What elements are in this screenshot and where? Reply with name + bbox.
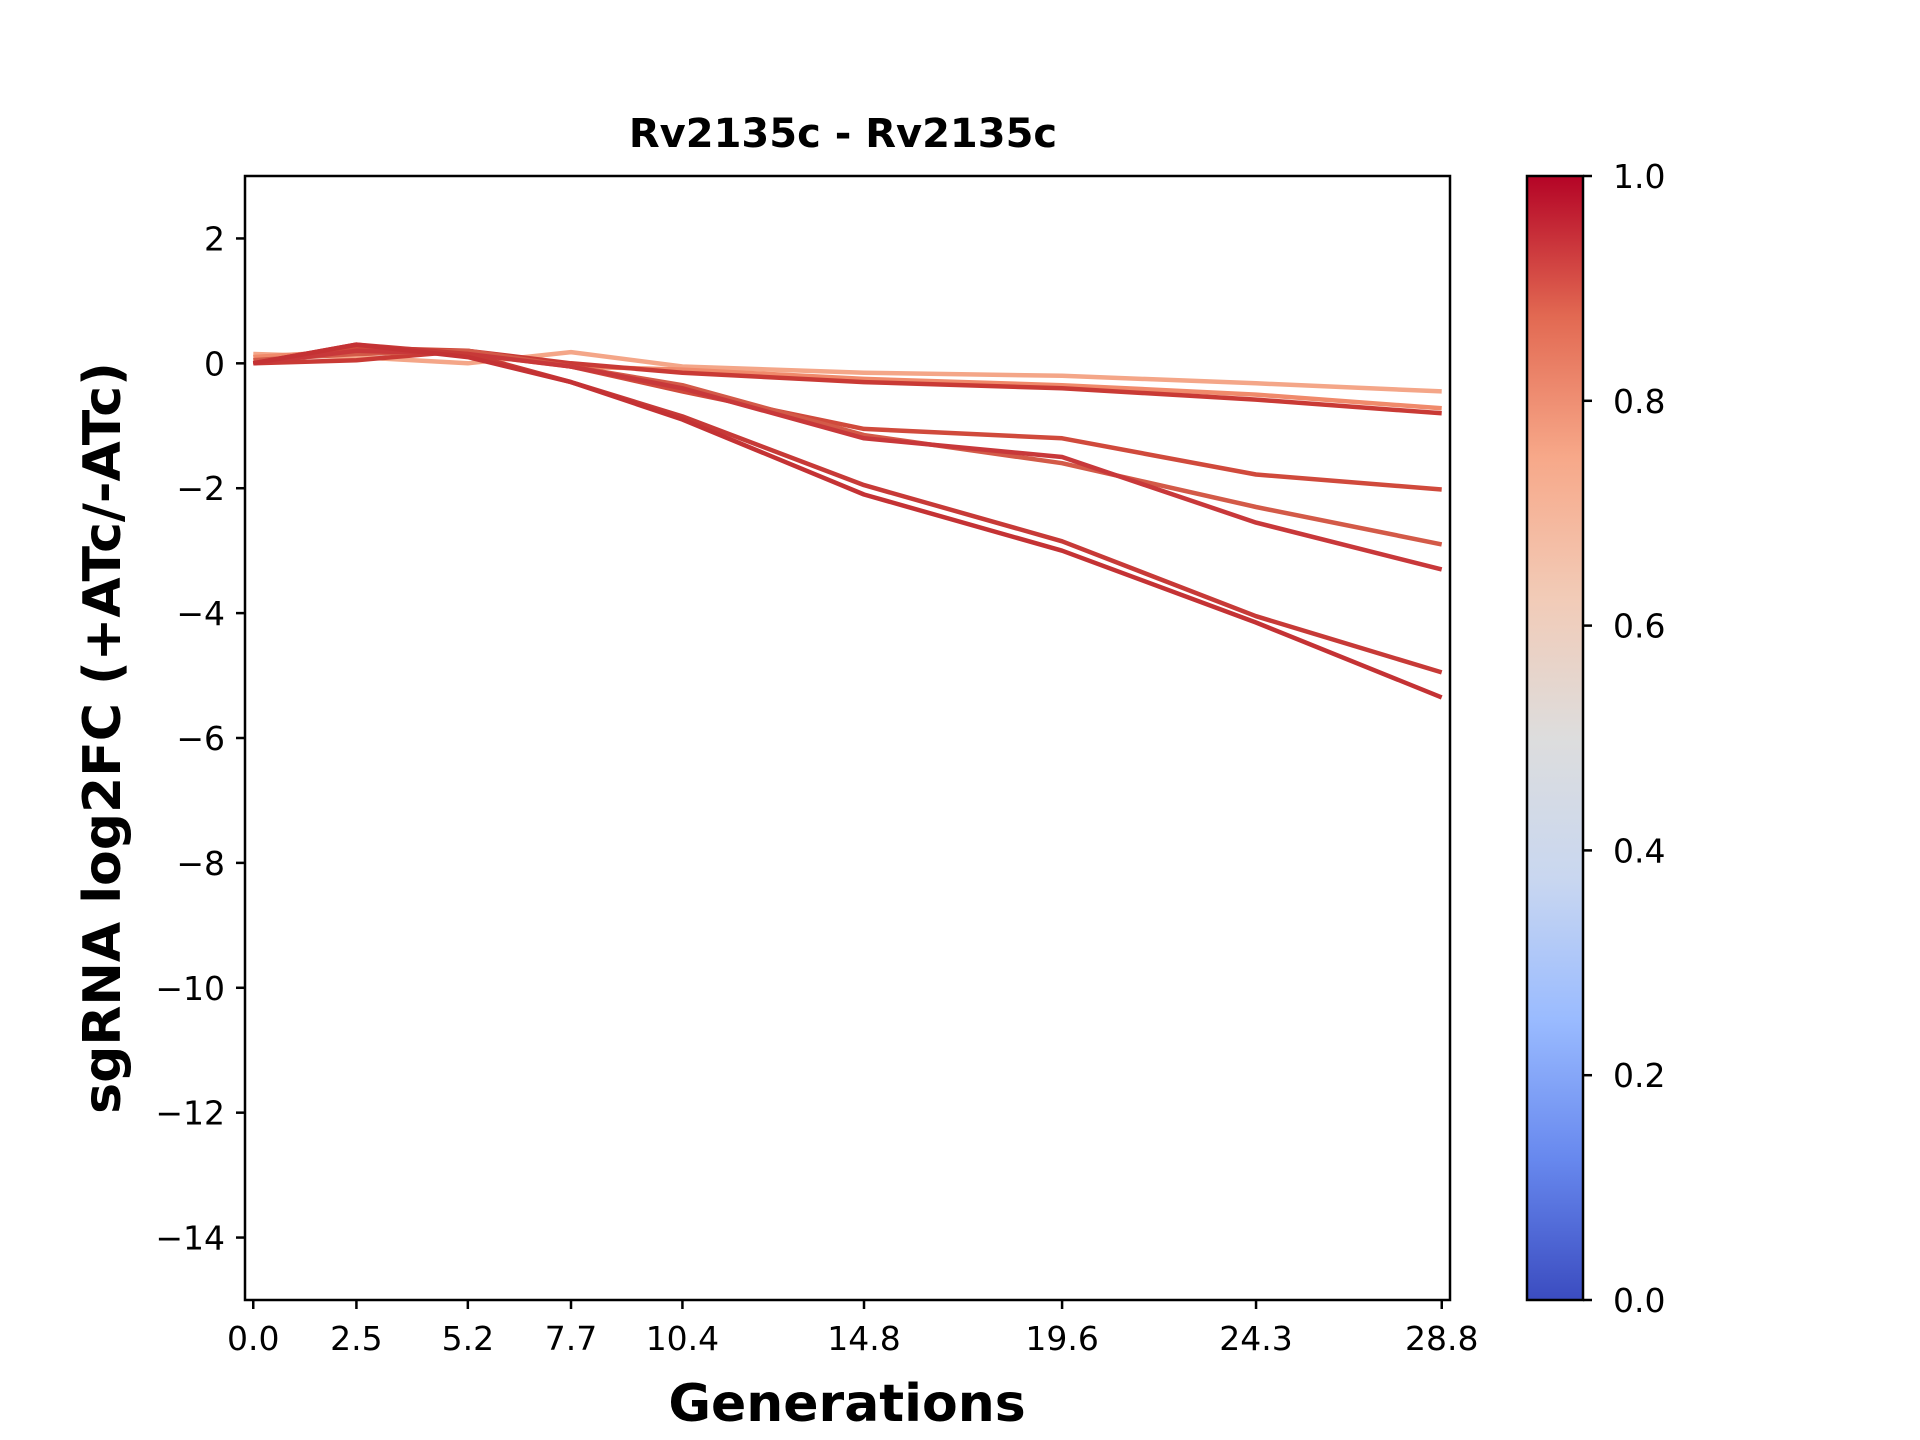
x-tick-label: 0.0 [227,1319,279,1358]
colorbar-tick-label: 0.0 [1613,1281,1665,1320]
series-line-8 [252,342,1443,700]
series-line-6 [253,348,1443,572]
colorbar [1525,174,1585,1302]
x-tick-label: 28.8 [1405,1319,1478,1358]
series-line-1 [253,349,1442,394]
colorbar-tick-label: 1.0 [1613,157,1665,196]
x-tick-label: 14.8 [827,1319,900,1358]
x-tick-label: 19.6 [1025,1319,1098,1358]
y-tick-label: −2 [176,469,225,508]
x-axis-label: Generations [668,1374,1025,1434]
x-tick-label: 10.4 [646,1319,719,1358]
y-tick-label: 2 [204,219,225,258]
x-tick-label: 2.5 [330,1319,382,1358]
x-tick-label: 24.3 [1219,1319,1292,1358]
y-tick-label: −8 [176,844,225,883]
y-tick-label: −14 [155,1219,225,1258]
y-tick-label: −4 [176,594,225,633]
colorbar-tick-label: 0.2 [1613,1056,1665,1095]
colorbar-tick-label: 0.6 [1613,607,1665,646]
plot-area-frame [243,174,1452,1302]
series-layer [252,342,1443,700]
y-axis: 2 0 −2 −4 −6 −8 −10 −12 −14 [155,219,245,1258]
y-tick-label: −6 [176,719,225,758]
y-tick-label: 0 [204,344,225,383]
y-tick-label: −12 [155,1094,225,1133]
y-axis-label: sgRNA log2FC (+ATc/-ATc) [73,362,133,1114]
x-tick-label: 7.7 [545,1319,597,1358]
series-line-3 [253,348,1442,416]
colorbar-tick-label: 0.4 [1613,831,1665,870]
x-tick-label: 5.2 [442,1319,494,1358]
y-tick-label: −10 [155,969,225,1008]
x-axis: 0.0 2.5 5.2 7.7 10.4 14.8 19.6 24.3 28.8 [227,1300,1478,1358]
colorbar-tick-label: 0.8 [1613,382,1665,421]
series-line-4 [252,345,1442,492]
colorbar-axis: 0.0 0.2 0.4 0.6 0.8 1.0 [1583,157,1665,1320]
chart-title: Rv2135c - Rv2135c [629,111,1057,157]
